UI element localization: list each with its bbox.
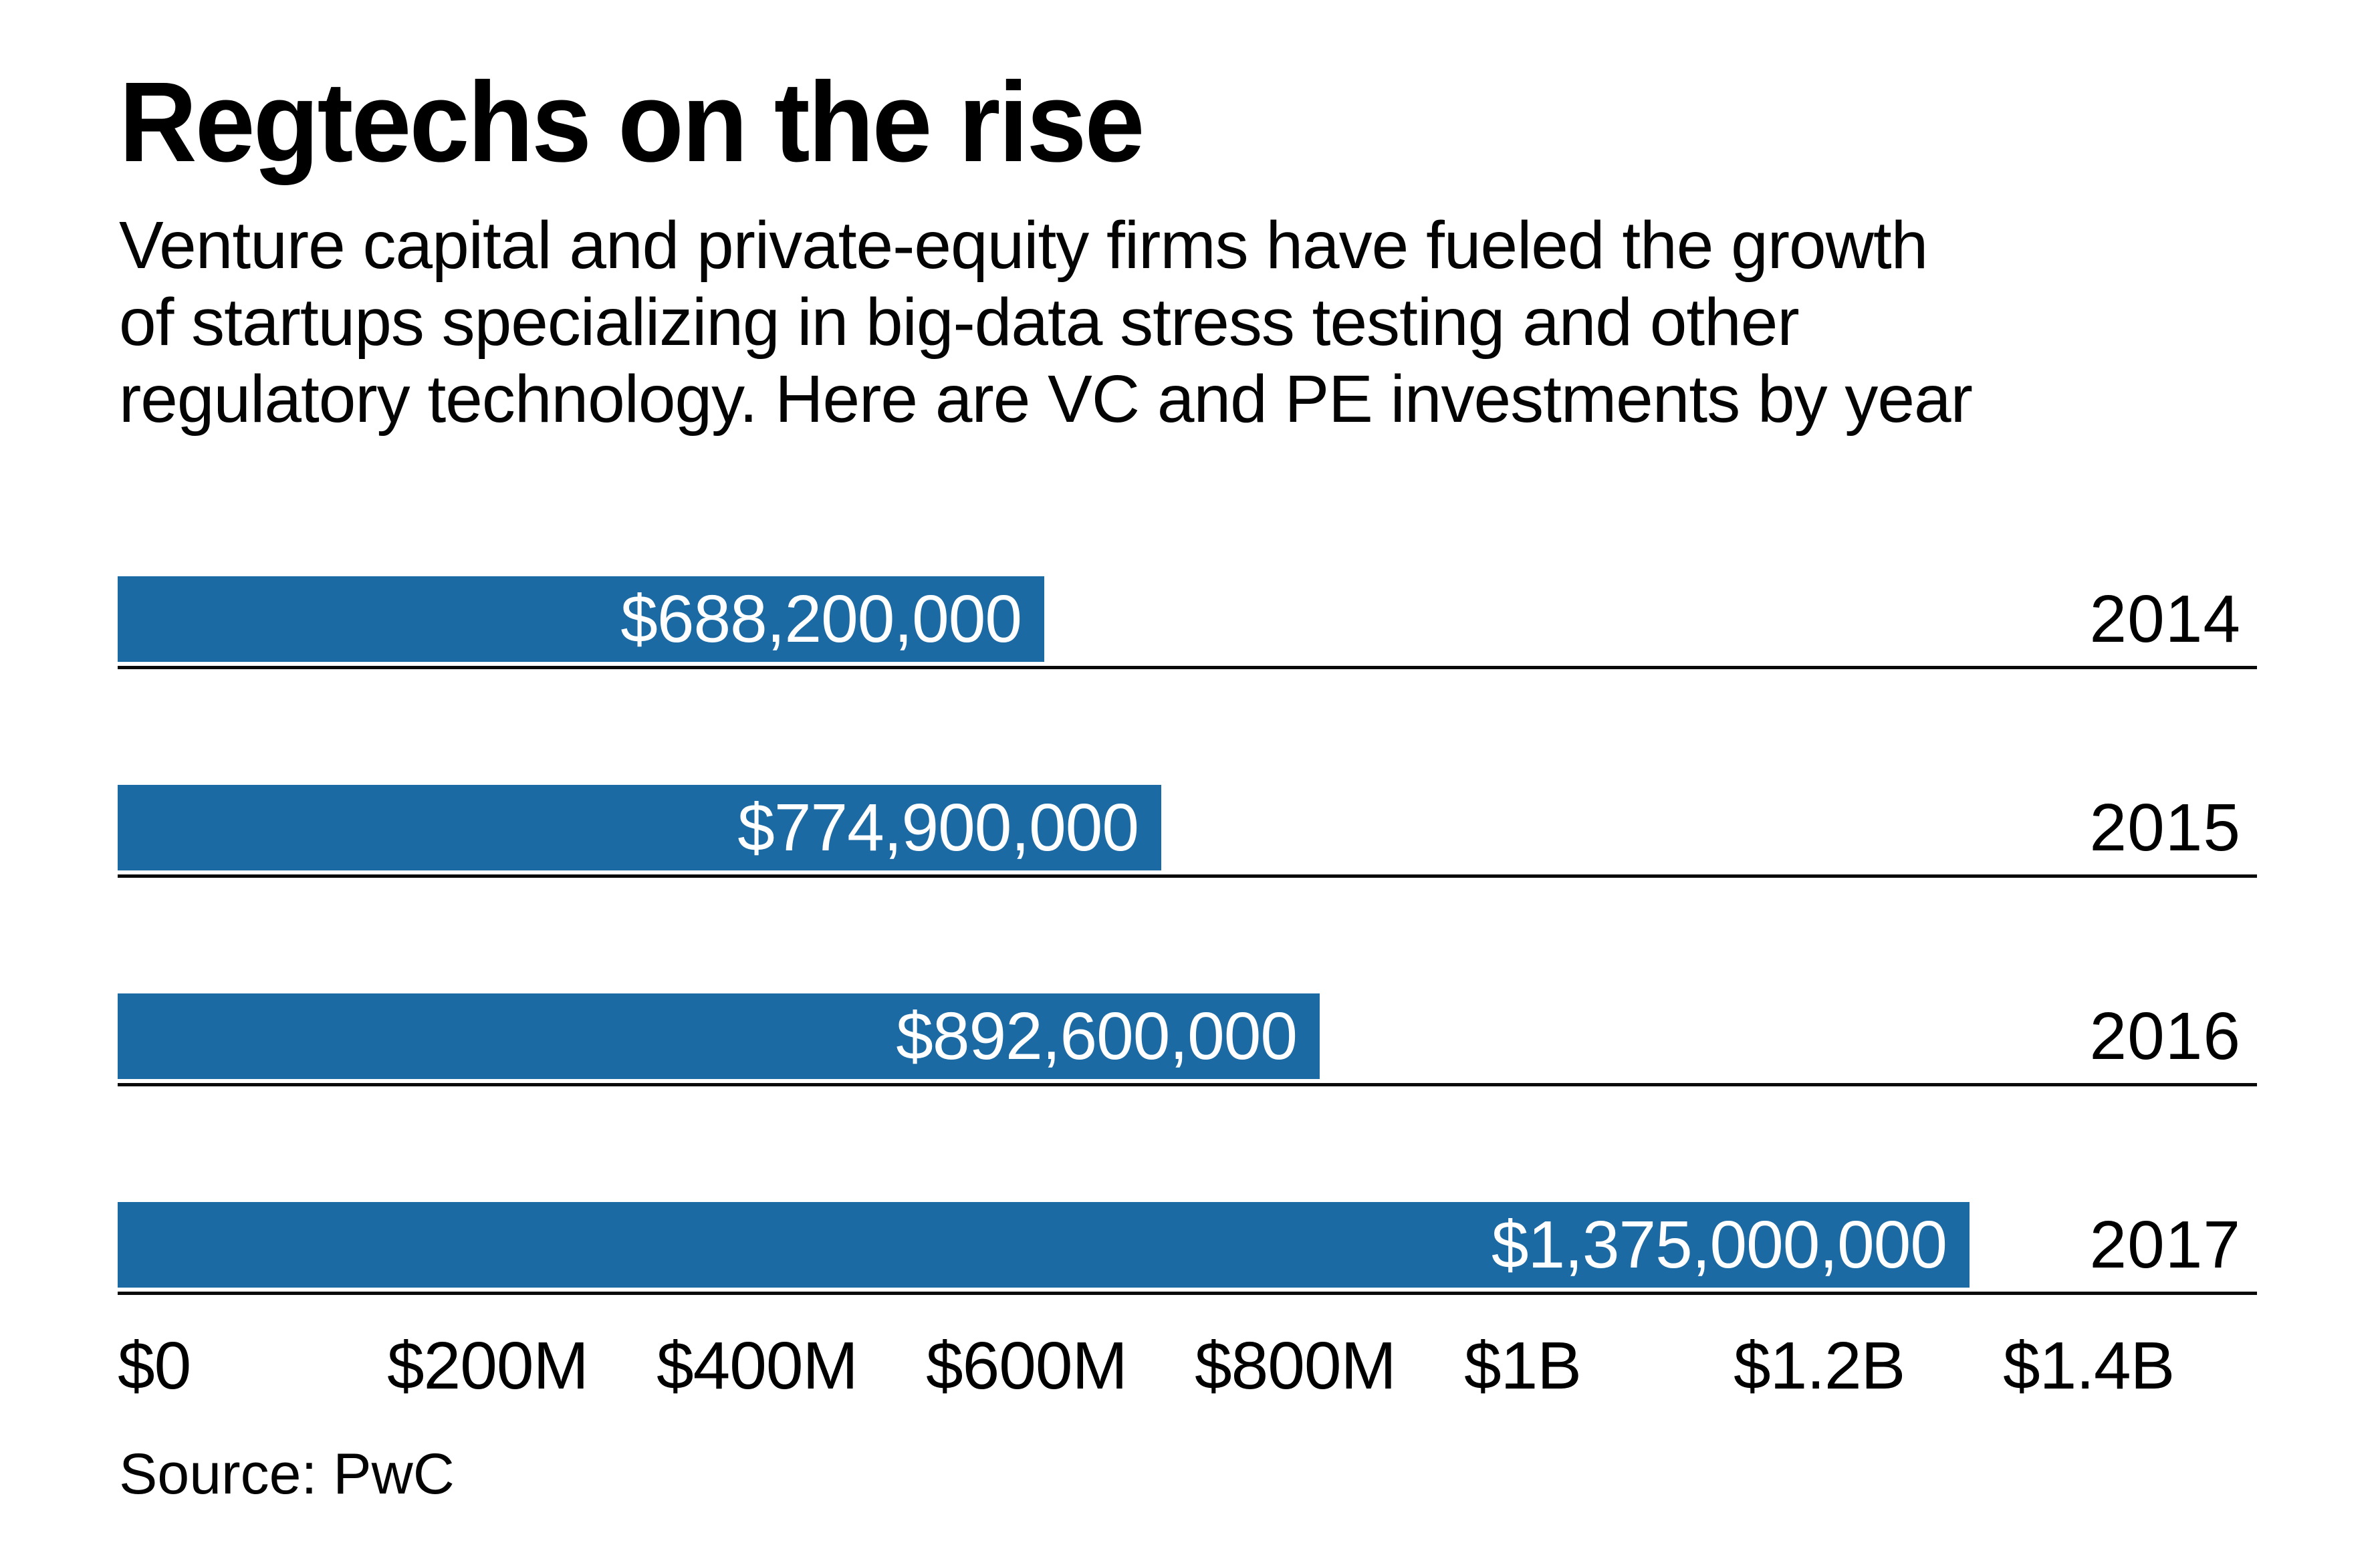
x-axis-tick-3: $600M bbox=[926, 1328, 1128, 1403]
x-axis-tick-5: $1B bbox=[1464, 1328, 1582, 1403]
bar-value-label-2014: $688,200,000 bbox=[620, 581, 1022, 657]
page-title: Regtechs on the rise bbox=[119, 59, 1145, 186]
x-axis-tick-0: $0 bbox=[118, 1328, 191, 1403]
year-label-2015: 2015 bbox=[2089, 790, 2241, 865]
bar-value-label-2017: $1,375,000,000 bbox=[1491, 1207, 1947, 1282]
x-axis-tick-2: $400M bbox=[657, 1328, 858, 1403]
bar-value-label-2016: $892,600,000 bbox=[896, 998, 1298, 1074]
subtitle-line-1: Venture capital and private-equity firms… bbox=[119, 208, 1928, 283]
subtitle-line-2: of startups specializing in big-data str… bbox=[119, 285, 1800, 360]
row-baseline-2016 bbox=[118, 1083, 2257, 1086]
bar-2017: $1,375,000,000 bbox=[118, 1202, 1970, 1288]
year-label-2017: 2017 bbox=[2089, 1207, 2241, 1282]
year-label-2016: 2016 bbox=[2089, 998, 2241, 1074]
bar-2015: $774,900,000 bbox=[118, 785, 1161, 870]
x-axis-tick-7: $1.4B bbox=[2003, 1328, 2175, 1403]
bar-2016: $892,600,000 bbox=[118, 993, 1320, 1079]
source-note: Source: PwC bbox=[119, 1442, 455, 1506]
row-baseline-2015 bbox=[118, 874, 2257, 878]
chart-subtitle: Venture capital and private-equity firms… bbox=[119, 207, 1973, 438]
bar-value-label-2015: $774,900,000 bbox=[737, 790, 1139, 865]
x-axis-tick-6: $1.2B bbox=[1734, 1328, 1905, 1403]
subtitle-line-3: regulatory technology. Here are VC and P… bbox=[119, 362, 1973, 437]
row-baseline-2014 bbox=[118, 666, 2257, 669]
row-baseline-2017 bbox=[118, 1292, 2257, 1295]
x-axis-tick-1: $200M bbox=[387, 1328, 589, 1403]
x-axis-tick-4: $800M bbox=[1195, 1328, 1397, 1403]
bar-2014: $688,200,000 bbox=[118, 576, 1044, 662]
year-label-2014: 2014 bbox=[2089, 581, 2241, 657]
